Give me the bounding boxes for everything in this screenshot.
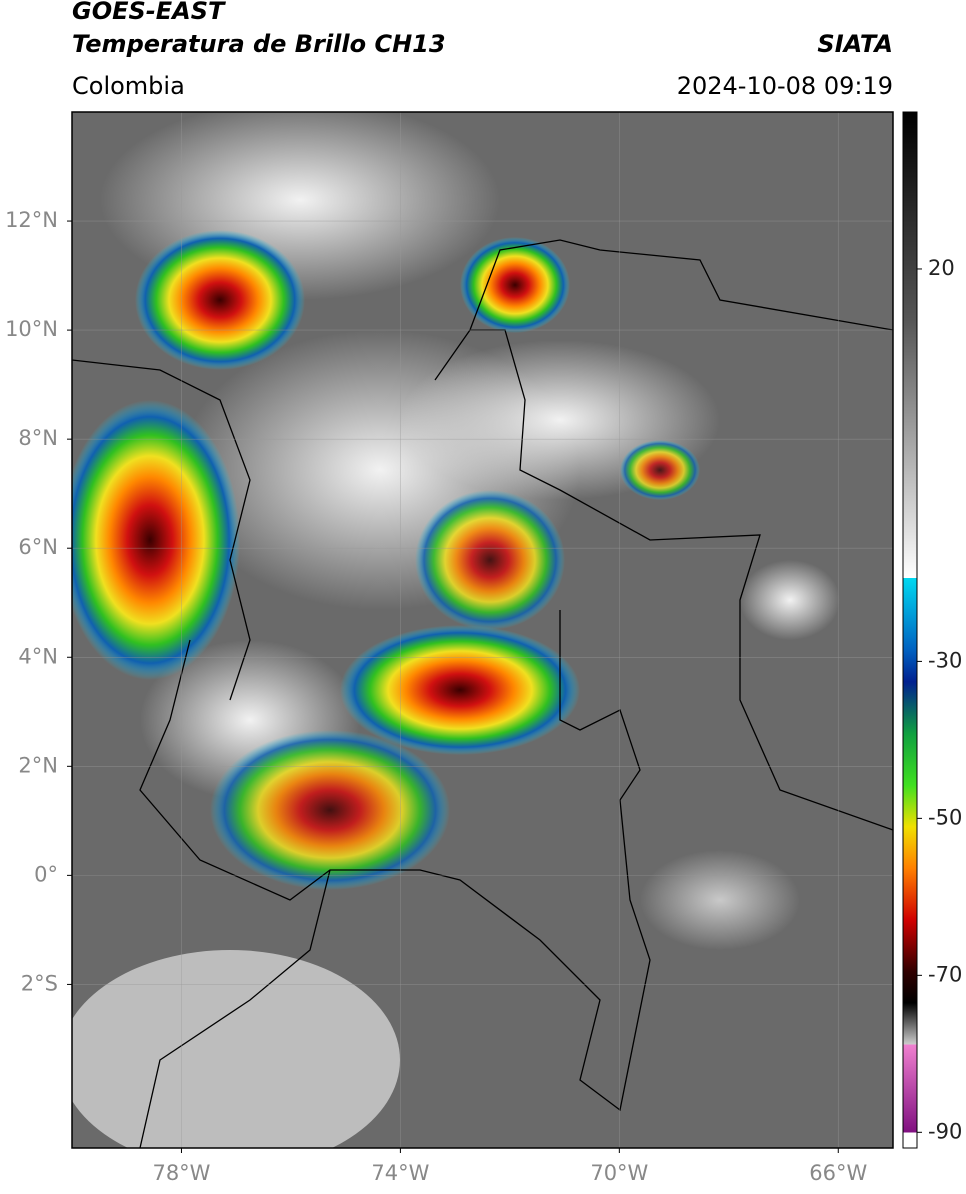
cloud: [640, 850, 800, 950]
border: [72, 359, 251, 701]
cloud: [72, 950, 400, 1148]
lon-tick-label: 78°W: [152, 1161, 210, 1185]
lat-tick-label: 6°N: [18, 535, 58, 559]
lat-tick-label: 4°N: [18, 644, 58, 668]
datetime: 2024-10-08 09:19: [677, 72, 893, 100]
lat-tick-label: 0°: [34, 862, 58, 886]
colorbar: [902, 111, 918, 1149]
lon-tick-label: 70°W: [590, 1161, 648, 1185]
storm: [620, 440, 700, 500]
colorbar-tick-label: -50: [928, 805, 962, 829]
title: GOES-EAST: [72, 0, 226, 25]
map-image: [72, 112, 893, 1148]
colorbar-tick-label: -70: [928, 962, 962, 986]
storm: [415, 490, 565, 630]
lat-tick-label: 10°N: [5, 317, 58, 341]
colorbar-tick-label: -90: [928, 1119, 962, 1143]
cloud: [740, 560, 840, 640]
border: [139, 869, 331, 1148]
storm: [460, 237, 570, 333]
lat-tick-label: 2°N: [18, 753, 58, 777]
region: Colombia: [72, 72, 185, 100]
graticule: [72, 112, 893, 1148]
storm: [72, 400, 240, 680]
colorbar-tick-label: 20: [928, 256, 955, 280]
coastline: [469, 239, 893, 331]
lat-tick-label: 12°N: [5, 208, 58, 232]
storm: [340, 625, 580, 755]
lat-tick-label: 8°N: [18, 426, 58, 450]
storm: [135, 230, 305, 370]
borders: [72, 239, 893, 1148]
border: [139, 610, 651, 1112]
storm: [210, 730, 450, 890]
source: SIATA: [817, 30, 893, 58]
map-frame: [71, 111, 894, 1149]
lon-tick-label: 74°W: [371, 1161, 429, 1185]
lat-tick-label: 2°S: [21, 971, 58, 995]
subtitle: Temperatura de Brillo CH13: [72, 30, 446, 58]
lon-tick-label: 66°W: [809, 1161, 867, 1185]
colorbar-tick-label: -30: [928, 648, 962, 672]
